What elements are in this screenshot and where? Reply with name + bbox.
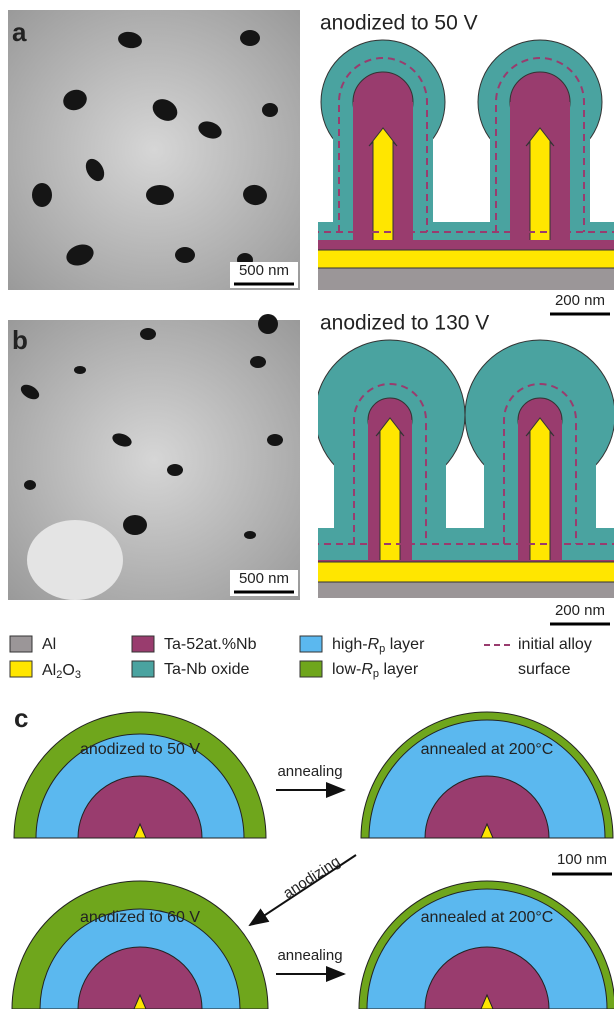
sem-image (8, 314, 300, 600)
figure: a anodized to 50 V 500 nm 200 nm b anodi… (0, 0, 614, 1009)
diagram-title: anodized to 60 V (80, 909, 200, 926)
pore (244, 531, 256, 539)
panel-title: anodized to 50 V (320, 12, 478, 35)
schematic (300, 40, 614, 292)
alumina (300, 562, 614, 582)
pore (258, 314, 278, 334)
legend-swatch (10, 636, 32, 652)
diagram-title: annealed at 200°C (421, 741, 554, 758)
grain (27, 520, 123, 600)
oxide (300, 528, 614, 564)
arrow-label: annealing (277, 763, 342, 780)
pore (32, 183, 52, 207)
diagram-title: anodized to 50 V (80, 741, 200, 758)
scale-label: 200 nm (555, 292, 605, 309)
sem-image (8, 10, 300, 290)
aluminium (300, 582, 614, 600)
legend-label: Ta-52at.%Nb (164, 636, 257, 653)
pore (140, 328, 156, 340)
pore (175, 247, 195, 263)
legend-label: low-Rp layer (332, 661, 419, 680)
panel-title: anodized to 130 V (320, 312, 489, 335)
legend-label: initial alloy (518, 636, 592, 653)
pore (146, 185, 174, 205)
aluminium (300, 268, 614, 292)
pore (267, 434, 283, 446)
pore (123, 515, 147, 535)
pore (250, 356, 266, 368)
pore (262, 103, 278, 117)
legend-label: surface (518, 661, 571, 678)
alumina (376, 418, 404, 562)
scale-label: 500 nm (239, 570, 289, 587)
alumina (300, 250, 614, 268)
pore (24, 480, 36, 490)
legend-swatch (10, 661, 32, 677)
panel-label: c (14, 703, 28, 733)
arrow (250, 855, 356, 925)
panel-label: b (12, 325, 28, 355)
alumina (526, 418, 554, 562)
legend-swatch (132, 661, 154, 677)
scale-label: 500 nm (239, 262, 289, 279)
legend-label: Al2O3 (42, 662, 81, 681)
scale-label: 100 nm (557, 851, 607, 868)
arrow-label: anodizing (280, 853, 343, 902)
legend-label: high-Rp layer (332, 636, 425, 655)
scale-label: 200 nm (555, 602, 605, 619)
sem-background (8, 10, 300, 290)
legend-label: Al (42, 636, 56, 653)
pore (167, 464, 183, 476)
legend-swatch (300, 636, 322, 652)
legend-label: Ta-Nb oxide (164, 661, 249, 678)
arrow-label: annealing (277, 947, 342, 964)
panel-label: a (12, 17, 27, 47)
legend-swatch (132, 636, 154, 652)
pore (240, 30, 260, 46)
legend-swatch (300, 661, 322, 677)
legend: Al Al2O3 Ta-52at.%Nb Ta-Nb oxide high-Rp… (10, 636, 592, 681)
pore (74, 366, 86, 374)
diagram-title: annealed at 200°C (421, 909, 554, 926)
